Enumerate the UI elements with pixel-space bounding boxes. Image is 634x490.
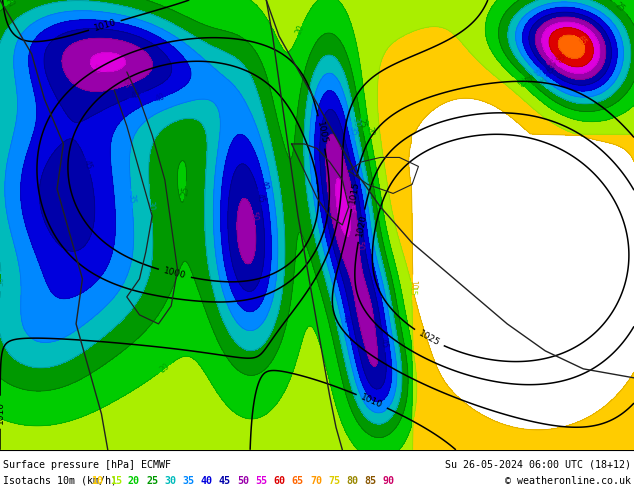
Text: 45: 45 [219, 476, 231, 486]
Text: 35: 35 [530, 66, 543, 79]
Text: 55: 55 [545, 53, 559, 67]
Text: 10: 10 [91, 476, 103, 486]
Text: 1025: 1025 [417, 329, 441, 348]
Text: 45: 45 [131, 89, 143, 101]
Text: 20: 20 [515, 77, 527, 90]
Text: 1010: 1010 [93, 18, 117, 33]
Text: 65: 65 [575, 34, 588, 47]
Text: 50: 50 [248, 211, 259, 222]
Text: 20: 20 [294, 24, 306, 36]
Text: 55: 55 [91, 64, 103, 76]
Text: 85: 85 [365, 476, 377, 486]
Text: © weatheronline.co.uk: © weatheronline.co.uk [505, 476, 631, 486]
Text: 30: 30 [0, 276, 6, 286]
Text: 35: 35 [183, 476, 195, 486]
Text: Su 26-05-2024 06:00 UTC (18+12): Su 26-05-2024 06:00 UTC (18+12) [445, 460, 631, 470]
Text: 1000: 1000 [162, 267, 187, 281]
Text: Isotachs 10m (km/h): Isotachs 10m (km/h) [3, 476, 117, 486]
Text: 25: 25 [180, 186, 191, 196]
Text: 1010: 1010 [0, 401, 4, 424]
Text: 20: 20 [128, 476, 140, 486]
Text: 30: 30 [164, 476, 176, 486]
Text: 25: 25 [613, 0, 626, 14]
Text: 55: 55 [344, 204, 354, 215]
Text: 60: 60 [273, 476, 285, 486]
Text: 40: 40 [341, 313, 352, 325]
Text: Surface pressure [hPa] ECMWF: Surface pressure [hPa] ECMWF [3, 460, 171, 470]
Text: 45: 45 [254, 193, 265, 204]
Text: 90: 90 [383, 476, 395, 486]
Text: 25: 25 [6, 0, 19, 9]
Text: 1020: 1020 [354, 214, 368, 238]
Text: 30: 30 [146, 201, 155, 211]
Text: 45: 45 [378, 338, 389, 348]
Text: 50: 50 [543, 58, 556, 72]
Text: 60: 60 [553, 53, 566, 66]
Text: 40: 40 [154, 92, 167, 104]
Text: 25: 25 [356, 118, 367, 129]
Text: 55: 55 [256, 476, 268, 486]
Text: 40: 40 [259, 179, 270, 191]
Text: 25: 25 [146, 476, 158, 486]
Text: 30: 30 [351, 116, 361, 127]
Text: 15: 15 [407, 286, 417, 295]
Text: 20: 20 [158, 362, 172, 374]
Text: 35: 35 [127, 194, 136, 204]
Text: 1015: 1015 [347, 180, 360, 205]
Text: 45: 45 [82, 159, 93, 171]
Text: 40: 40 [201, 476, 213, 486]
Text: 30: 30 [534, 76, 547, 89]
Text: 45: 45 [543, 64, 556, 77]
Text: 10: 10 [408, 279, 418, 289]
Text: 65: 65 [292, 476, 304, 486]
Text: 1005: 1005 [315, 120, 328, 145]
Text: 50: 50 [354, 241, 364, 251]
Text: 25: 25 [522, 73, 534, 86]
Text: 70: 70 [310, 476, 322, 486]
Text: 80: 80 [346, 476, 358, 486]
Text: 35: 35 [347, 125, 358, 137]
Text: 50: 50 [237, 476, 249, 486]
Text: 75: 75 [328, 476, 340, 486]
Text: 50: 50 [123, 78, 135, 90]
Text: 15: 15 [110, 476, 122, 486]
Text: 20: 20 [365, 125, 375, 136]
Text: 1010: 1010 [359, 392, 384, 410]
Text: 40: 40 [539, 67, 552, 80]
